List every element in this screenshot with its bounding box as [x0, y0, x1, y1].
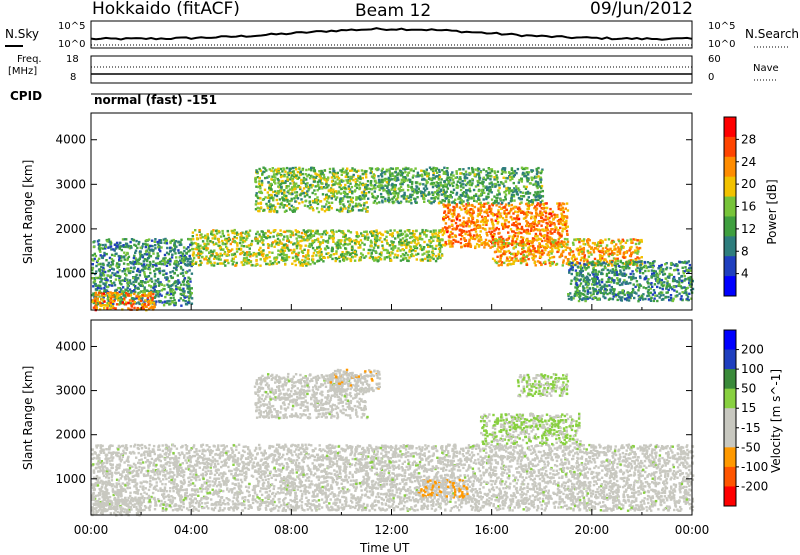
power-band-4	[317, 229, 444, 263]
power-colorbar-label-1: 24	[741, 155, 756, 169]
x-tick-label-0: 00:00	[74, 523, 109, 537]
velocity-band-4	[517, 373, 569, 397]
power-colorbar-seg-5	[724, 216, 736, 236]
velocity-ytick-label-2: 3000	[55, 384, 86, 398]
velocity-colorbar-seg-6	[724, 447, 736, 467]
power-band-7	[367, 167, 545, 205]
power-colorbar-seg-3	[724, 177, 736, 197]
velocity-ytick-label-3: 4000	[55, 339, 86, 353]
power-colorbar-seg-1	[724, 137, 736, 157]
power-ytick-label-3: 4000	[55, 133, 86, 147]
velocity-colorbar-label-3: 15	[741, 401, 756, 415]
x-axis-label: Time UT	[360, 542, 409, 554]
power-colorbar-label-5: 8	[741, 244, 749, 258]
velocity-ytick-label-0: 1000	[55, 472, 86, 486]
velocity-colorbar-seg-8	[724, 486, 736, 506]
power-colorbar-label-2: 20	[741, 177, 756, 191]
velocity-colorbar-seg-1	[724, 350, 736, 370]
power-band-3	[254, 167, 369, 214]
nsky-trace	[91, 28, 692, 40]
velocity-colorbar-label-1: 100	[741, 362, 764, 376]
x-tick-label-6: 00:00	[675, 523, 710, 537]
velocity-colorbar-label-0: 200	[741, 343, 764, 357]
velocity-colorbar-seg-5	[724, 428, 736, 448]
power-band-2	[191, 229, 318, 267]
power-ytick-label-2: 3000	[55, 177, 86, 191]
power-colorbar-seg-7	[724, 256, 736, 276]
velocity-band-3	[480, 413, 582, 446]
velocity-colorbar-seg-4	[724, 408, 736, 428]
power-colorbar-seg-6	[724, 236, 736, 256]
velocity-colorbar-label-6: -100	[741, 460, 768, 474]
velocity-colorbar-label-4: -15	[741, 421, 761, 435]
power-ytick-label-1: 2000	[55, 222, 86, 236]
velocity-band-0	[91, 444, 694, 513]
velocity-colorbar-seg-3	[724, 389, 736, 409]
velocity-band-1	[254, 373, 369, 420]
power-colorbar-seg-8	[724, 276, 736, 296]
power-ytick-label-0: 1000	[55, 266, 86, 280]
velocity-colorbar-seg-2	[724, 369, 736, 389]
power-band-5	[442, 202, 570, 249]
velocity-ytick-label-1: 2000	[55, 428, 86, 442]
power-colorbar-label-0: 28	[741, 132, 756, 146]
power-colorbar-seg-0	[724, 117, 736, 137]
power-colorbar-seg-4	[724, 197, 736, 217]
power-band-8	[567, 260, 694, 302]
velocity-colorbar-label: Velocity [m s^-1]	[769, 377, 783, 473]
x-tick-label-4: 16:00	[474, 523, 509, 537]
velocity-colorbar-label-5: -50	[741, 440, 761, 454]
velocity-y-axis-label: Slant Range [km]	[21, 370, 35, 470]
x-tick-label-2: 08:00	[274, 523, 309, 537]
power-colorbar-label-4: 12	[741, 222, 756, 236]
power-colorbar-label: Power [dB]	[765, 172, 779, 252]
velocity-colorbar-seg-0	[724, 330, 736, 350]
velocity-colorbar-label-2: 50	[741, 382, 756, 396]
power-colorbar-label-3: 16	[741, 200, 756, 214]
power-colorbar-label-6: 4	[741, 267, 749, 281]
velocity-colorbar-seg-7	[724, 467, 736, 487]
x-tick-label-1: 04:00	[174, 523, 209, 537]
power-y-axis-label: Slant Range [km]	[21, 164, 35, 264]
x-tick-label-5: 20:00	[575, 523, 610, 537]
power-colorbar-seg-2	[724, 157, 736, 177]
freq-strip-frame	[91, 56, 692, 83]
velocity-colorbar-label-7: -200	[741, 479, 768, 493]
nsky-strip-frame	[91, 21, 692, 48]
x-tick-label-3: 12:00	[374, 523, 409, 537]
